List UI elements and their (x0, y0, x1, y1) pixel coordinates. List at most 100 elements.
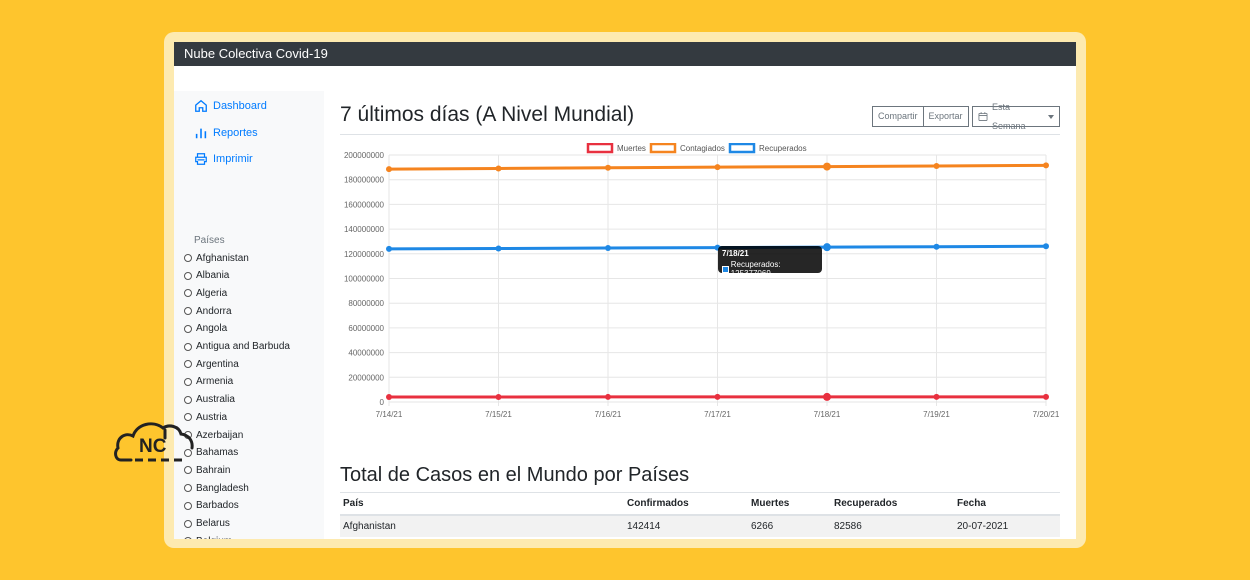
country-option[interactable]: Andorra (184, 304, 232, 318)
country-option[interactable]: Australia (184, 393, 235, 407)
table-cell: 6266 (748, 514, 831, 537)
navbar-brand[interactable]: Nube Colectiva Covid-19 (184, 46, 328, 61)
country-label: Bahrain (196, 464, 231, 476)
legend-label[interactable]: Recuperados (759, 144, 807, 153)
table-row[interactable]: Afghanistan 142414 6266 82586 20-07-2021 (340, 514, 1060, 537)
data-point[interactable] (605, 164, 611, 171)
radio-button[interactable] (184, 377, 192, 386)
country-label: Afghanistan (196, 252, 249, 264)
radio-button[interactable] (184, 395, 192, 404)
country-label: Albania (196, 270, 230, 282)
sidebar-link-label: Reportes (213, 127, 258, 139)
table-header[interactable]: País (340, 492, 624, 516)
data-point[interactable] (495, 165, 502, 172)
x-tick-label: 7/15/21 (485, 410, 512, 419)
app-window: Nube Colectiva Covid-19 Dashboard Report… (174, 42, 1076, 539)
y-tick-label: 80000000 (348, 299, 384, 308)
data-point[interactable] (933, 162, 940, 169)
country-label: Azerbaijan (196, 429, 244, 441)
data-point[interactable] (1043, 243, 1049, 250)
export-button[interactable]: Exportar (923, 106, 969, 127)
table-header[interactable]: Fecha (954, 492, 1060, 516)
data-point[interactable] (495, 393, 502, 400)
week-dropdown-button[interactable]: Esta Semana (972, 102, 1060, 131)
country-option[interactable]: Armenia (184, 375, 233, 389)
country-label: Barbados (196, 500, 239, 512)
tooltip-swatch (722, 265, 729, 273)
radio-button[interactable] (184, 466, 192, 475)
country-option[interactable]: Albania (184, 269, 229, 283)
page-title: 7 últimos días (A Nivel Mundial) (340, 103, 635, 126)
legend-label[interactable]: Muertes (617, 144, 646, 153)
country-option[interactable]: Austria (184, 410, 227, 424)
data-point[interactable] (823, 243, 831, 252)
button-group: Compartir Exportar (872, 106, 969, 127)
country-option[interactable]: Argentina (184, 357, 239, 371)
table-header[interactable]: Confirmados (624, 492, 748, 516)
country-option[interactable]: Algeria (184, 286, 227, 300)
sidebar-link-label: Dashboard (213, 100, 267, 112)
country-label: Andorra (196, 305, 232, 317)
radio-button[interactable] (184, 271, 192, 280)
sidebar-link-imprimir[interactable]: Imprimir (194, 152, 253, 166)
country-option[interactable]: Antigua and Barbuda (184, 340, 290, 354)
data-point[interactable] (823, 392, 831, 401)
data-point[interactable] (933, 243, 940, 250)
radio-button[interactable] (184, 413, 192, 422)
legend-label[interactable]: Contagiados (680, 144, 725, 153)
table-cell: 20-07-2021 (954, 514, 1060, 537)
data-point[interactable] (386, 393, 392, 400)
table-cell: 82586 (831, 514, 954, 537)
country-option[interactable]: Bahamas (184, 446, 238, 460)
radio-button[interactable] (184, 501, 192, 510)
bar-chart-icon (195, 128, 207, 139)
y-tick-label: 120000000 (344, 250, 385, 259)
legend-swatch[interactable] (649, 143, 677, 154)
radio-button[interactable] (184, 254, 192, 262)
chart-tooltip: 7/18/21 Recuperados: 125377069 (718, 246, 822, 278)
share-button[interactable]: Compartir (872, 106, 924, 127)
radio-button[interactable] (184, 289, 192, 298)
data-point[interactable] (823, 162, 831, 171)
data-point[interactable] (605, 244, 611, 251)
legend-swatch[interactable] (728, 143, 756, 154)
logo-text: NC (139, 436, 167, 457)
radio-button[interactable] (184, 360, 192, 369)
y-tick-label: 160000000 (344, 200, 385, 209)
data-point[interactable] (386, 245, 392, 252)
data-point[interactable] (386, 166, 392, 173)
table-header[interactable]: Muertes (748, 492, 831, 516)
radio-button[interactable] (184, 519, 192, 528)
navbar: Nube Colectiva Covid-19 (174, 42, 1076, 66)
main-content: 7 últimos días (A Nivel Mundial) Compart… (340, 91, 1060, 539)
data-point[interactable] (1043, 162, 1049, 169)
radio-button[interactable] (184, 537, 192, 539)
radio-button[interactable] (184, 484, 192, 493)
tooltip-title: 7/18/21 (722, 249, 749, 258)
x-tick-label: 7/18/21 (814, 410, 841, 419)
data-point[interactable] (714, 393, 721, 400)
table-header[interactable]: Recuperados (831, 492, 954, 516)
radio-button[interactable] (184, 448, 192, 457)
nc-cloud-logo: NC (114, 422, 194, 462)
country-option[interactable]: Barbados (184, 499, 239, 513)
sidebar-link-reportes[interactable]: Reportes (194, 126, 258, 140)
legend-swatch[interactable] (586, 143, 614, 154)
country-option[interactable]: Afghanistan (184, 251, 249, 265)
country-option[interactable]: Bangladesh (184, 481, 249, 495)
country-option[interactable]: Belgium (184, 534, 232, 539)
data-point[interactable] (714, 164, 721, 171)
data-point[interactable] (495, 245, 502, 252)
x-tick-label: 7/14/21 (376, 410, 403, 419)
data-point[interactable] (1043, 393, 1049, 400)
country-option[interactable]: Angola (184, 322, 227, 336)
data-point[interactable] (605, 393, 611, 400)
country-option[interactable]: Belarus (184, 517, 230, 531)
data-point[interactable] (933, 393, 940, 400)
country-label: Argentina (196, 358, 239, 370)
country-option[interactable]: Bahrain (184, 463, 230, 477)
radio-button[interactable] (184, 324, 192, 333)
radio-button[interactable] (184, 342, 192, 351)
radio-button[interactable] (184, 307, 192, 316)
sidebar-link-dashboard[interactable]: Dashboard (194, 99, 267, 113)
